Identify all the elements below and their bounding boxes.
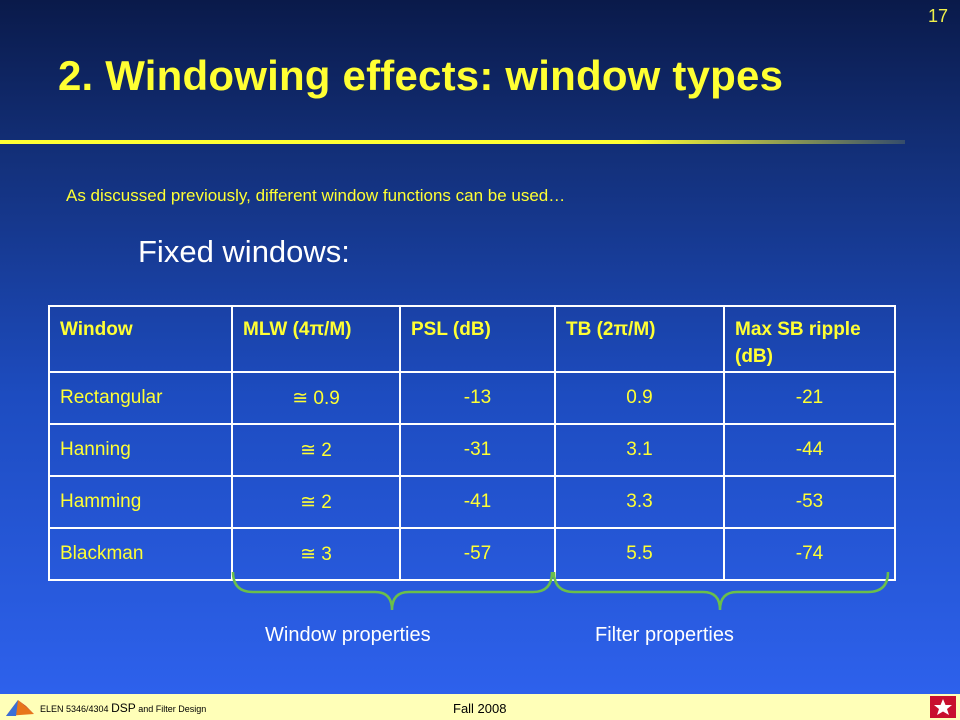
cell-psl: -13: [399, 371, 556, 425]
cell-tb: 5.5: [554, 527, 725, 581]
intro-text: As discussed previously, different windo…: [66, 186, 566, 205]
cell-psl: -41: [399, 475, 556, 529]
cell-mlw: ≅ 2: [231, 475, 401, 529]
cell-window-name: Hamming: [48, 475, 233, 529]
property-braces: [231, 571, 890, 611]
slide-number: 17: [927, 6, 948, 26]
cell-max-sb-ripple: -21: [723, 371, 896, 425]
cell-mlw: ≅ 2: [231, 423, 401, 477]
table-row: Blackman ≅ 3 -57 5.5 -74: [48, 527, 896, 581]
cell-window-name: Rectangular: [48, 371, 233, 425]
header-tb: TB (2π/M): [554, 305, 725, 373]
filter-properties-brace: [552, 571, 890, 611]
header-window: Window: [48, 305, 233, 373]
course-code: ELEN 5346/4304: [40, 704, 109, 714]
cell-max-sb-ripple: -74: [723, 527, 896, 581]
cell-mlw: ≅ 0.9: [231, 371, 401, 425]
footer-band: [0, 694, 960, 720]
title-underline: [0, 140, 905, 144]
filter-properties-label: Filter properties: [595, 624, 734, 646]
university-logo-icon: [930, 696, 956, 718]
page-title: 2. Windowing effects: window types: [58, 52, 784, 99]
cell-tb: 0.9: [554, 371, 725, 425]
cell-max-sb-ripple: -44: [723, 423, 896, 477]
window-properties-brace: [231, 571, 554, 611]
header-max-sb-ripple: Max SB ripple (dB): [723, 305, 896, 373]
table-row: Hanning ≅ 2 -31 3.1 -44: [48, 423, 896, 477]
course-name: ELEN 5346/4304 DSP and Filter Design: [40, 701, 206, 715]
cell-tb: 3.3: [554, 475, 725, 529]
cell-psl: -57: [399, 527, 556, 581]
header-psl: PSL (dB): [399, 305, 556, 373]
table-header-row: Window MLW (4π/M) PSL (dB) TB (2π/M) Max…: [48, 305, 896, 373]
table-row: Hamming ≅ 2 -41 3.3 -53: [48, 475, 896, 529]
cell-window-name: Hanning: [48, 423, 233, 477]
course-dsp: DSP: [111, 701, 136, 715]
matlab-logo-icon: [6, 700, 34, 716]
cell-window-name: Blackman: [48, 527, 233, 581]
cell-mlw: ≅ 3: [231, 527, 401, 581]
table-row: Rectangular ≅ 0.9 -13 0.9 -21: [48, 371, 896, 425]
term-label: Fall 2008: [453, 701, 507, 716]
window-properties-table: Window MLW (4π/M) PSL (dB) TB (2π/M) Max…: [48, 305, 896, 581]
cell-tb: 3.1: [554, 423, 725, 477]
header-mlw: MLW (4π/M): [231, 305, 401, 373]
course-suffix: and Filter Design: [138, 704, 207, 714]
cell-psl: -31: [399, 423, 556, 477]
cell-max-sb-ripple: -53: [723, 475, 896, 529]
window-properties-label: Window properties: [265, 624, 431, 646]
subheading: Fixed windows:: [138, 234, 350, 269]
